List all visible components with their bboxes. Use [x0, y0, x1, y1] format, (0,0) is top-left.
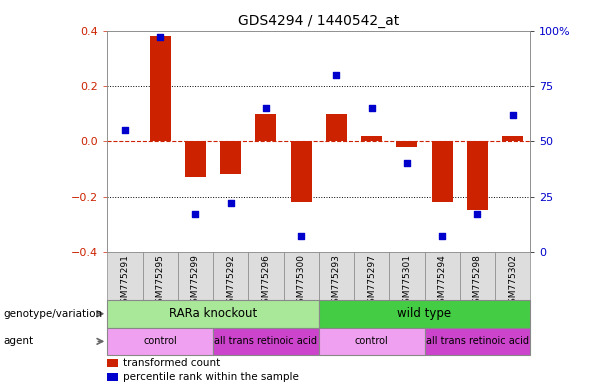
- Text: RARa knockout: RARa knockout: [169, 307, 257, 320]
- Text: all trans retinoic acid: all trans retinoic acid: [426, 336, 529, 346]
- Bar: [107, 252, 142, 300]
- Point: [261, 105, 271, 111]
- Text: GSM775301: GSM775301: [402, 254, 411, 309]
- Bar: [495, 252, 530, 300]
- Bar: [213, 252, 248, 300]
- Point: [191, 211, 200, 217]
- Point: [367, 105, 376, 111]
- Bar: [432, 141, 452, 202]
- Bar: [107, 328, 213, 355]
- Text: GSM775299: GSM775299: [191, 254, 200, 309]
- Point: [226, 200, 235, 206]
- Bar: [283, 252, 319, 300]
- Bar: [467, 141, 488, 210]
- Bar: [502, 136, 524, 141]
- Bar: [319, 252, 354, 300]
- Bar: [220, 141, 242, 174]
- Text: agent: agent: [3, 336, 33, 346]
- Bar: [319, 300, 530, 328]
- Point: [508, 112, 517, 118]
- Point: [332, 72, 341, 78]
- Point: [155, 34, 165, 40]
- Text: GSM775297: GSM775297: [367, 254, 376, 309]
- Bar: [248, 252, 283, 300]
- Bar: [361, 136, 383, 141]
- Bar: [107, 300, 319, 328]
- Text: percentile rank within the sample: percentile rank within the sample: [123, 372, 299, 382]
- Text: control: control: [355, 336, 389, 346]
- Point: [120, 127, 130, 133]
- Text: GSM775294: GSM775294: [438, 254, 447, 309]
- Bar: [319, 328, 424, 355]
- Text: GSM775292: GSM775292: [226, 254, 235, 309]
- Bar: [424, 252, 460, 300]
- Text: GSM775291: GSM775291: [120, 254, 129, 309]
- Point: [473, 211, 482, 217]
- Bar: [424, 328, 530, 355]
- Text: transformed count: transformed count: [123, 358, 221, 368]
- Point: [437, 233, 447, 240]
- Text: wild type: wild type: [397, 307, 452, 320]
- Text: GSM775300: GSM775300: [297, 254, 306, 309]
- Text: genotype/variation: genotype/variation: [3, 309, 102, 319]
- Bar: [460, 252, 495, 300]
- Text: all trans retinoic acid: all trans retinoic acid: [215, 336, 318, 346]
- Bar: [213, 328, 319, 355]
- Bar: [397, 141, 417, 147]
- Text: GSM775298: GSM775298: [473, 254, 482, 309]
- Title: GDS4294 / 1440542_at: GDS4294 / 1440542_at: [238, 14, 400, 28]
- Text: control: control: [143, 336, 177, 346]
- Bar: [185, 141, 206, 177]
- Bar: [326, 114, 347, 141]
- Bar: [354, 252, 389, 300]
- Bar: [150, 36, 170, 141]
- Text: GSM775296: GSM775296: [261, 254, 270, 309]
- Bar: [389, 252, 425, 300]
- Bar: [178, 252, 213, 300]
- Bar: [256, 114, 276, 141]
- Point: [402, 161, 412, 167]
- Text: GSM775302: GSM775302: [508, 254, 517, 309]
- Bar: [291, 141, 312, 202]
- Text: GSM775295: GSM775295: [156, 254, 165, 309]
- Bar: [142, 252, 178, 300]
- Point: [296, 233, 306, 240]
- Text: GSM775293: GSM775293: [332, 254, 341, 309]
